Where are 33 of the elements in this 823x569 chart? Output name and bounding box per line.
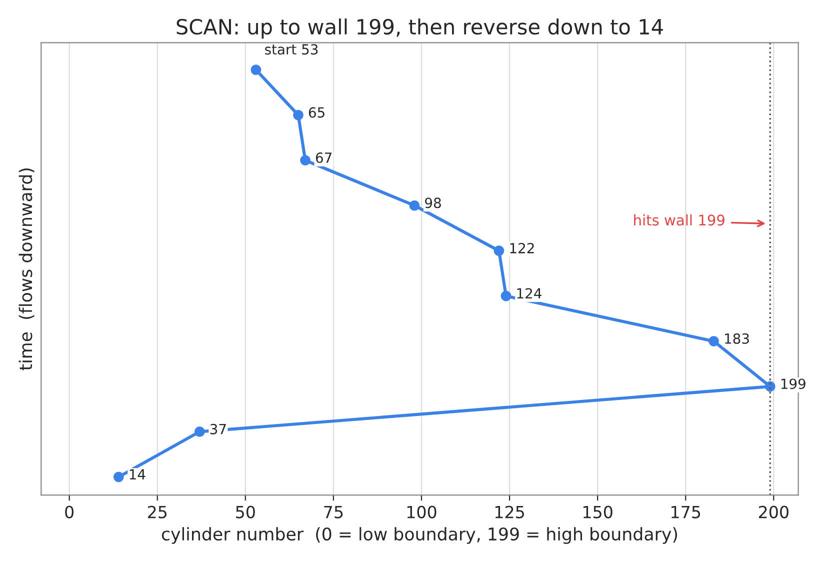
chart-title: SCAN: up to wall 199, then reverse down to 14 [176,18,663,39]
x-axis-title: cylinder number (0 = low boundary, 199 = high boundary) [162,527,677,544]
data-label: start 53 [265,44,318,55]
point [194,426,205,437]
x-tick-label: 125 [495,506,524,518]
point [500,290,512,302]
x-tick-label: 75 [324,506,343,518]
x-tick-label: 25 [148,506,167,518]
data-label: 65 [308,107,324,118]
x-tick-label: 175 [672,506,700,518]
point [409,200,420,211]
x-tick-label: 150 [584,506,612,518]
point [300,155,310,166]
point [250,64,262,76]
data-label: 199 [781,378,806,390]
point [494,246,504,256]
data-label: 37 [210,424,226,434]
data-label: 124 [517,288,542,298]
point [708,336,719,346]
data-label: 98 [425,198,441,208]
data-label: 122 [510,242,534,254]
x-tick-label: 100 [407,506,436,518]
data-label: 14 [130,469,146,480]
y-axis-title: time (flows downward) [18,168,34,370]
x-tick-label: 0 [65,506,74,518]
point [764,381,776,392]
point [113,472,124,482]
annotation: hits wall 199 [634,214,724,226]
x-tick-label: 50 [236,506,255,518]
point [293,110,304,120]
x-tick-label: 200 [758,506,788,518]
data-label: 67 [316,152,332,163]
data-label: 183 [725,333,749,344]
